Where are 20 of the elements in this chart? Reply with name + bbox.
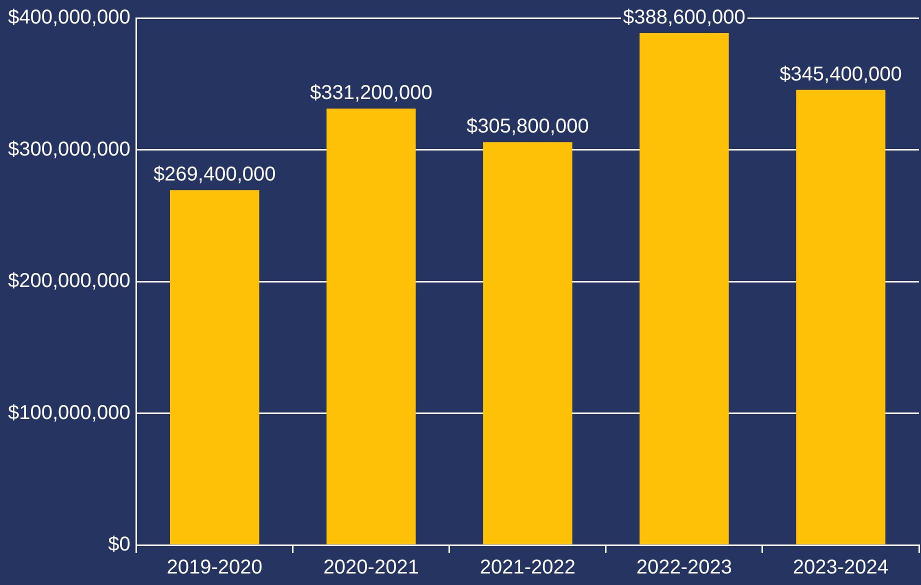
data-label: $331,200,000: [310, 82, 432, 104]
data-label: $269,400,000: [153, 164, 276, 186]
bar: [640, 33, 729, 544]
bar: [796, 90, 886, 544]
y-tick-label: $100,000,000: [8, 402, 130, 424]
bar: [170, 190, 260, 544]
x-tick-label: 2021-2022: [480, 556, 576, 579]
y-tick-label: $300,000,000: [8, 138, 130, 160]
data-label: $345,400,000: [780, 63, 902, 86]
x-tick-label: 2020-2021: [323, 556, 419, 579]
y-tick-label: $400,000,000: [8, 6, 130, 29]
data-label: $305,800,000: [466, 116, 589, 138]
bar: [326, 108, 416, 544]
x-tick-label: 2023-2024: [792, 556, 889, 579]
y-tick-label: $0: [108, 534, 130, 556]
data-label: $388,600,000: [623, 6, 746, 29]
x-tick-label: 2019-2020: [166, 556, 262, 579]
bar: [483, 142, 572, 544]
x-tick-label: 2022-2023: [636, 556, 732, 579]
y-tick-label: $200,000,000: [8, 270, 130, 292]
